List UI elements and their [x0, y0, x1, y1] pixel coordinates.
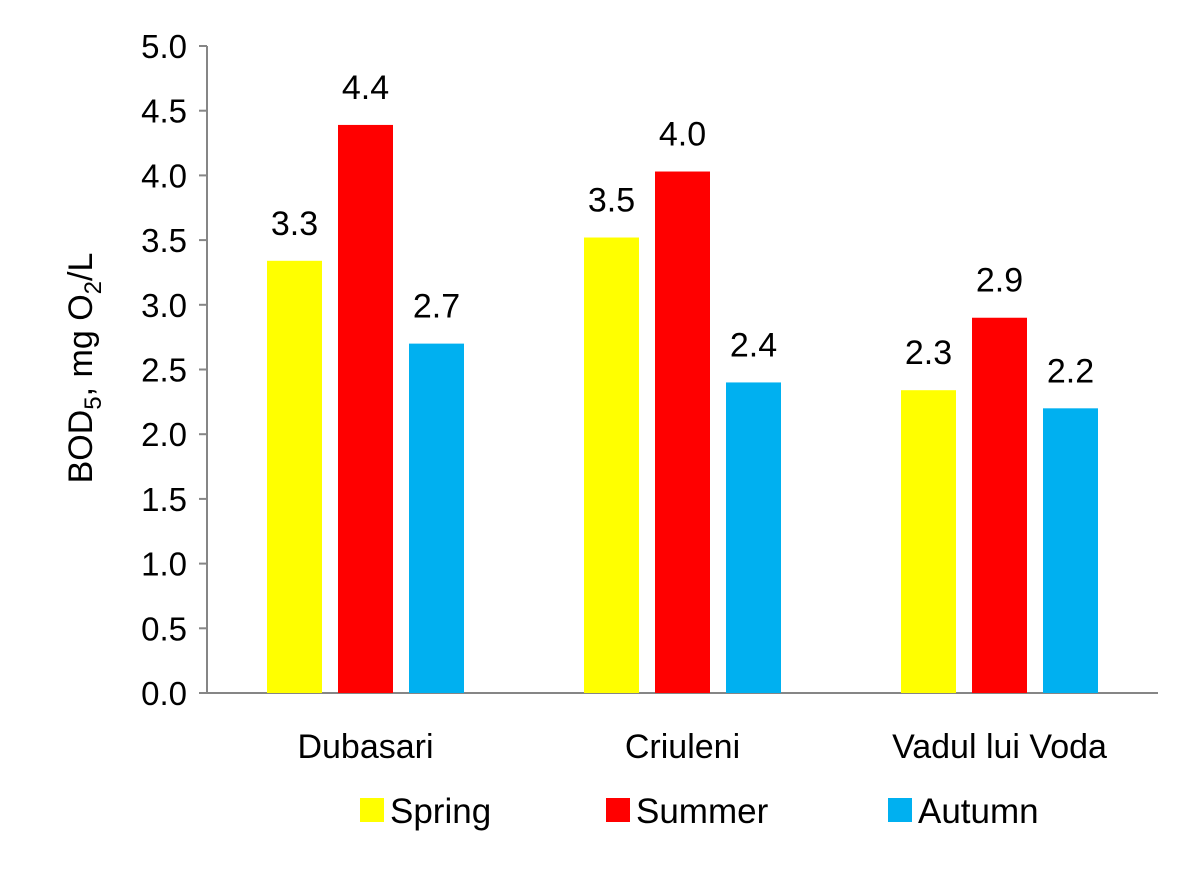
y-tick-label: 3.0: [141, 287, 187, 324]
data-label: 2.2: [1047, 352, 1094, 390]
y-tick-label: 2.0: [141, 416, 187, 453]
y-tick-label: 4.0: [141, 157, 187, 194]
bar-summer-criuleni: [655, 171, 710, 693]
plot-area: 0.0 0.5 1.0 1.5 2.0 2.5 3.0 3.5 4.0 4.5 5.0 3.3 4.4 2…: [141, 28, 1158, 766]
legend-label-autumn: Autumn: [918, 792, 1039, 831]
y-axis-title: BOD5, mg O2/L: [62, 253, 107, 484]
bar-spring-dubasari: [267, 260, 322, 693]
data-label: 2.7: [413, 288, 460, 326]
y-tick-label: 5.0: [141, 28, 187, 65]
x-category-label: Vadul lui Voda: [892, 728, 1107, 766]
data-label: 3.3: [271, 205, 318, 243]
data-label: 3.5: [588, 182, 635, 220]
y-axis-title-subscript-1: 5: [80, 396, 107, 409]
legend-swatch-spring: [360, 798, 384, 822]
data-label: 4.4: [342, 69, 389, 107]
bar-summer-dubasari: [338, 124, 393, 693]
legend-swatch-summer: [606, 798, 630, 822]
y-axis-title-group: BOD5, mg O2/L: [62, 253, 107, 484]
bar-autumn-dubasari: [409, 343, 464, 693]
y-tick-label: 3.5: [141, 222, 187, 259]
legend-label-spring: Spring: [390, 792, 491, 831]
bar-autumn-vadul-lui-voda: [1043, 408, 1098, 693]
x-category-label: Dubasari: [297, 728, 433, 766]
y-tick-label: 0.0: [141, 675, 187, 712]
y-axis-title-suffix: /L: [62, 253, 100, 281]
legend-swatch-autumn: [888, 798, 912, 822]
x-category-label: Criuleni: [625, 728, 740, 766]
legend: Spring Summer Autumn: [360, 792, 1039, 831]
bar-spring-vadul-lui-voda: [901, 390, 956, 693]
bar-autumn-criuleni: [726, 382, 781, 693]
bar-spring-criuleni: [584, 237, 639, 693]
y-axis-title-prefix: BOD: [62, 410, 100, 484]
data-label: 2.9: [976, 262, 1023, 300]
y-axis-title-subscript-2: 2: [80, 281, 107, 294]
y-tick-label: 4.5: [141, 93, 187, 130]
data-label: 2.3: [905, 334, 952, 372]
data-label: 4.0: [659, 116, 706, 154]
bar-summer-vadul-lui-voda: [972, 317, 1027, 693]
y-tick-label: 0.5: [141, 610, 187, 647]
y-tick-label: 2.5: [141, 352, 187, 389]
data-label: 2.4: [730, 326, 777, 364]
y-axis-title-middle: , mg O: [62, 294, 100, 396]
y-tick-label: 1.0: [141, 546, 187, 583]
legend-label-summer: Summer: [636, 792, 769, 831]
y-tick-label: 1.5: [141, 481, 187, 518]
